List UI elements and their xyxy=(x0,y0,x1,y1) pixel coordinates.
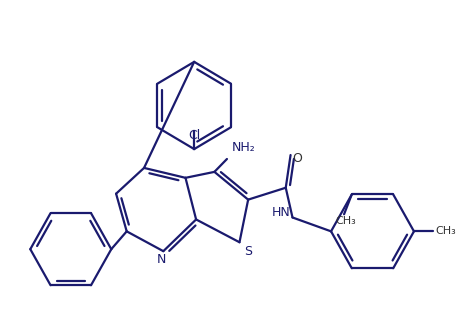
Text: HN: HN xyxy=(272,206,291,219)
Text: O: O xyxy=(292,152,302,165)
Text: CH₃: CH₃ xyxy=(435,226,456,236)
Text: N: N xyxy=(157,253,166,266)
Text: S: S xyxy=(244,245,252,258)
Text: Cl: Cl xyxy=(188,129,200,142)
Text: CH₃: CH₃ xyxy=(336,216,356,226)
Text: NH₂: NH₂ xyxy=(232,141,256,154)
